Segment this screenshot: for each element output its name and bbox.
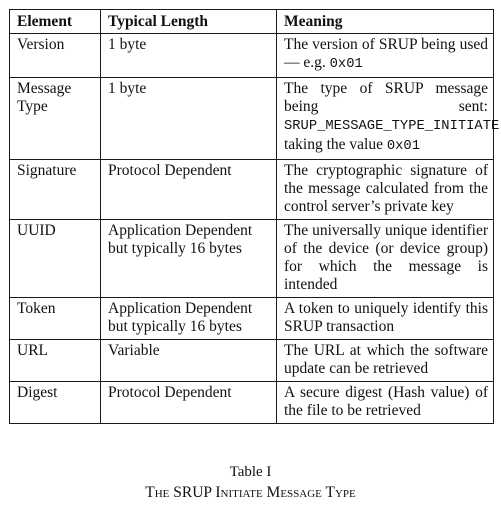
table-row: Signature Protocol Dependent The cryptogra… bbox=[9, 159, 494, 220]
header-meaning: Meaning bbox=[276, 9, 494, 34]
table-row: Message Type 1 byte The type of SRUP messa… bbox=[9, 77, 499, 160]
meaning-text: taking the value bbox=[284, 136, 387, 153]
meaning-text: A secure digest (Hash value) of the file… bbox=[284, 384, 488, 419]
cell-typical-length: Protocol Dependent bbox=[100, 159, 277, 220]
table-row: Version 1 byte The version of SRUP being u… bbox=[9, 33, 494, 78]
meaning-text: The universally unique iden­tifier of th… bbox=[284, 222, 488, 293]
header-typical-length: Typical Length bbox=[100, 9, 277, 34]
cell-typical-length: Protocol Dependent bbox=[100, 381, 277, 424]
code-literal: 0x01 bbox=[386, 139, 420, 154]
meaning-text: A token to uniquely identify this SRUP t… bbox=[284, 300, 488, 335]
meaning-text: The type of SRUP message being sent: bbox=[284, 80, 488, 115]
cell-element: Digest bbox=[9, 381, 101, 424]
cell-meaning: A secure digest (Hash value) of the file… bbox=[276, 381, 494, 424]
cell-meaning: The URL at which the soft­ware update ca… bbox=[276, 339, 494, 382]
cell-element: Token bbox=[9, 297, 101, 340]
cell-meaning: A token to uniquely identify this SRUP t… bbox=[276, 297, 494, 340]
cell-typical-length: Variable bbox=[100, 339, 277, 382]
meaning-text: The cryptographic signature of the messa… bbox=[284, 162, 488, 215]
table-row: URL Variable The URL at which the soft­war… bbox=[9, 339, 494, 382]
cell-meaning: The universally unique iden­tifier of th… bbox=[276, 219, 494, 298]
cell-typical-length: 1 byte bbox=[100, 33, 277, 78]
cell-meaning: The version of SRUP being used — e.g. 0x… bbox=[276, 33, 494, 78]
cell-meaning: The type of SRUP message being sent: SRU… bbox=[276, 77, 499, 160]
table-header-row: Element Typical Length Meaning bbox=[9, 9, 494, 34]
table-row: Digest Protocol Dependent A secure digest … bbox=[9, 381, 494, 424]
meaning-text: The version of SRUP being used — e.g. bbox=[284, 36, 488, 71]
cell-typical-length: Application Dependent but typically 16 b… bbox=[100, 219, 277, 298]
header-element: Element bbox=[9, 9, 101, 34]
srup-initiate-table: Element Typical Length Meaning Version 1 … bbox=[9, 9, 499, 424]
meaning-text: The URL at which the soft­ware update ca… bbox=[284, 342, 488, 377]
cell-typical-length: Application Dependent but typically 16 b… bbox=[100, 297, 277, 340]
code-literal: SRUP_MESSAGE_TYPE_INITIATE bbox=[284, 119, 500, 134]
cell-element: Message Type bbox=[9, 77, 101, 160]
cell-typical-length: 1 byte bbox=[100, 77, 277, 160]
table-caption-title: The SRUP Initiate Message Type bbox=[145, 484, 356, 501]
cell-element: UUID bbox=[9, 219, 101, 298]
table-row: Token Application Dependent but typically… bbox=[9, 297, 494, 340]
code-literal: 0x01 bbox=[329, 57, 363, 72]
table-row: UUID Application Dependent but typically … bbox=[9, 219, 494, 298]
cell-element: URL bbox=[9, 339, 101, 382]
cell-element: Version bbox=[9, 33, 101, 78]
table-caption-number: Table I bbox=[229, 464, 272, 480]
cell-element: Signature bbox=[9, 159, 101, 220]
cell-meaning: The cryptographic signature of the messa… bbox=[276, 159, 494, 220]
table-body: Version 1 byte The version of SRUP being u… bbox=[9, 33, 499, 424]
